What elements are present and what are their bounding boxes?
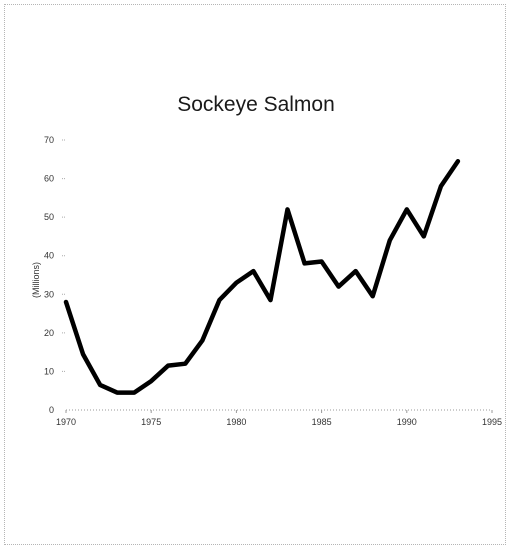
x-tick-label: 1970 (56, 417, 76, 427)
y-tick-label: 10 (44, 366, 54, 376)
y-tick-label: 50 (44, 212, 54, 222)
y-tick-label: 40 (44, 251, 54, 261)
x-tick-label: 1975 (141, 417, 161, 427)
x-tick-label: 1990 (397, 417, 417, 427)
x-tick-label: 1995 (482, 417, 502, 427)
x-tick-label: 1985 (312, 417, 332, 427)
x-tick-label: 1980 (226, 417, 246, 427)
y-tick-label: 30 (44, 289, 54, 299)
y-tick-label: 20 (44, 328, 54, 338)
y-tick-label: 0 (49, 405, 54, 415)
y-tick-label: 60 (44, 174, 54, 184)
series-line-0 (63, 158, 461, 395)
chart-title: Sockeye Salmon (177, 93, 335, 116)
y-tick-label: 70 (44, 135, 54, 145)
y-axis-label: (Millions) (31, 262, 41, 298)
chart-frame (4, 4, 506, 545)
